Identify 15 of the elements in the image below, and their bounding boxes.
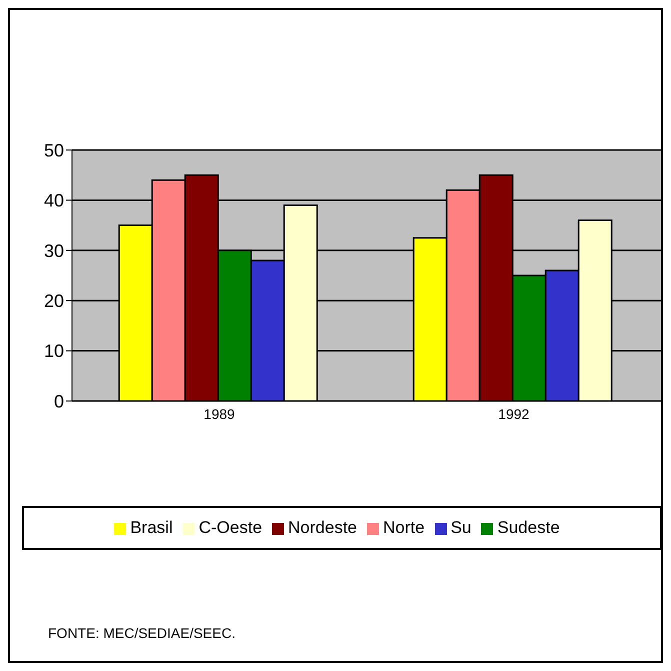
legend-label: Sudeste — [497, 518, 560, 537]
legend-label: C-Oeste — [198, 518, 262, 537]
x-tick-label: 1989 — [204, 406, 236, 422]
legend-label: Nordeste — [288, 518, 358, 537]
y-tick-label: 40 — [44, 190, 64, 211]
y-tick-label: 0 — [54, 391, 64, 412]
y-tick-label: 50 — [44, 140, 64, 160]
y-tick-label: 20 — [44, 290, 64, 311]
y-tick-label: 30 — [44, 240, 64, 261]
legend-label: Brasil — [130, 518, 173, 537]
legend-label: Su — [450, 518, 472, 537]
y-tick-label: 10 — [44, 341, 64, 362]
x-tick-label: 1992 — [498, 406, 530, 422]
legend-label: Norte — [383, 518, 425, 537]
source-note: FONTE: MEC/SEDIAE/SEEC. — [48, 625, 236, 641]
